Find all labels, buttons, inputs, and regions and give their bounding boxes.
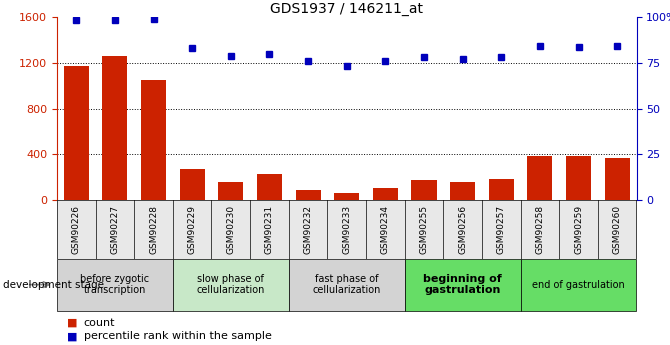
Text: beginning of
gastrulation: beginning of gastrulation xyxy=(423,274,502,295)
Text: development stage: development stage xyxy=(3,280,105,289)
Text: GSM90257: GSM90257 xyxy=(496,205,506,254)
Text: GSM90232: GSM90232 xyxy=(304,205,313,254)
Bar xyxy=(257,174,282,200)
Text: count: count xyxy=(84,318,115,327)
Bar xyxy=(295,190,321,200)
Text: GSM90233: GSM90233 xyxy=(342,205,351,254)
Bar xyxy=(103,56,127,200)
Bar xyxy=(57,259,173,310)
Text: fast phase of
cellularization: fast phase of cellularization xyxy=(312,274,381,295)
Text: percentile rank within the sample: percentile rank within the sample xyxy=(84,332,271,341)
Bar xyxy=(405,259,521,310)
Text: ■: ■ xyxy=(67,332,78,341)
Text: GSM90230: GSM90230 xyxy=(226,205,235,254)
Bar xyxy=(527,156,553,200)
Text: end of gastrulation: end of gastrulation xyxy=(532,280,625,289)
Bar xyxy=(604,158,630,200)
Bar xyxy=(450,182,475,200)
Bar xyxy=(334,193,359,200)
Text: GSM90260: GSM90260 xyxy=(612,205,622,254)
Text: ■: ■ xyxy=(67,318,78,327)
Text: GSM90226: GSM90226 xyxy=(72,205,81,254)
Bar xyxy=(521,259,636,310)
Bar xyxy=(373,188,398,200)
Text: GSM90234: GSM90234 xyxy=(381,205,390,254)
Text: GSM90258: GSM90258 xyxy=(535,205,545,254)
Text: before zygotic
transcription: before zygotic transcription xyxy=(80,274,149,295)
Bar xyxy=(218,183,243,200)
Bar xyxy=(411,180,437,200)
Bar xyxy=(488,179,514,200)
Title: GDS1937 / 146211_at: GDS1937 / 146211_at xyxy=(270,2,423,16)
Text: GSM90256: GSM90256 xyxy=(458,205,467,254)
Bar xyxy=(173,259,289,310)
Text: GSM90229: GSM90229 xyxy=(188,205,197,254)
Text: slow phase of
cellularization: slow phase of cellularization xyxy=(196,274,265,295)
Text: GSM90259: GSM90259 xyxy=(574,205,583,254)
Text: GSM90227: GSM90227 xyxy=(111,205,119,254)
Text: GSM90228: GSM90228 xyxy=(149,205,158,254)
Text: GSM90255: GSM90255 xyxy=(419,205,429,254)
Bar xyxy=(289,259,405,310)
Bar xyxy=(566,156,591,200)
Bar xyxy=(141,80,166,200)
Text: GSM90231: GSM90231 xyxy=(265,205,274,254)
Bar xyxy=(180,169,205,200)
Bar xyxy=(64,66,89,200)
